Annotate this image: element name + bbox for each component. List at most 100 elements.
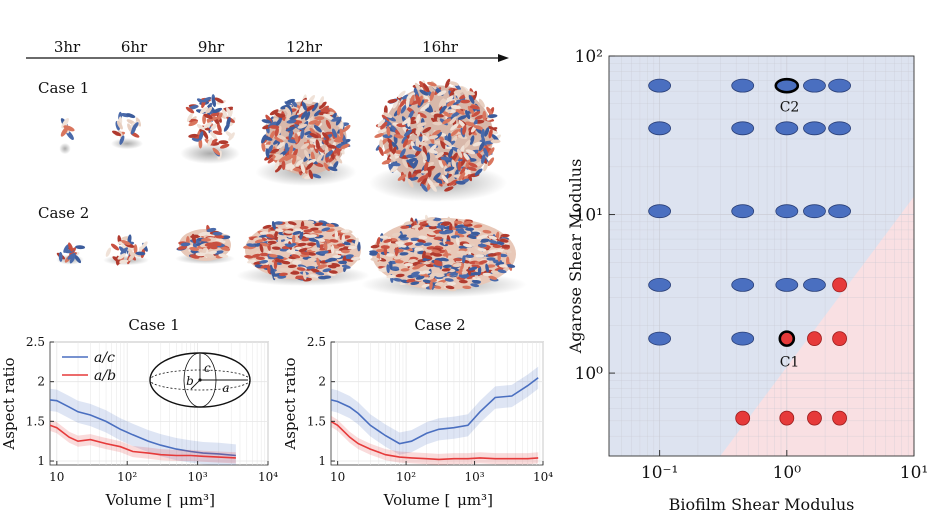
phase-diagram: 10⁻¹ 10⁰ 10¹ 10⁰ 10¹ 10² Biofilm Shear Modulus…	[566, 47, 927, 514]
bacterium-cell	[121, 240, 131, 246]
bacterium-cell	[436, 225, 446, 229]
bacterium-cell	[469, 105, 480, 110]
bacterium-cell	[393, 277, 403, 282]
bacterium-cell	[286, 249, 296, 253]
bacterium-cell	[217, 123, 222, 133]
bacterium-cell	[411, 271, 420, 276]
bacterium-cell	[450, 129, 459, 137]
bacterium-cell	[488, 125, 497, 133]
bacterium-cell	[474, 114, 485, 120]
bacterium-cell	[385, 253, 395, 257]
bacterium-cell	[297, 242, 307, 247]
bacterium-cell	[283, 162, 294, 169]
bacterium-cell	[434, 113, 444, 118]
bacterium-cell	[285, 154, 294, 161]
bacterium-cell	[284, 243, 294, 248]
bacterium-cell	[442, 118, 452, 125]
point-red	[735, 410, 751, 426]
bacterium-cell	[127, 234, 132, 245]
point-blue	[828, 78, 851, 93]
bacterium-cell	[426, 220, 436, 225]
x-tick-label: 10⁻¹	[641, 463, 678, 483]
bacterium-cell	[220, 246, 231, 251]
series-line-a-c	[49, 399, 236, 457]
colony-case1-3hr	[59, 118, 75, 155]
inset-label-c: c	[204, 361, 211, 375]
bacterium-cell	[413, 169, 423, 174]
point-blue	[775, 277, 799, 292]
x-tick-label: 10⁰	[773, 463, 802, 483]
bacterium-cell	[425, 216, 435, 221]
bacterium-cell	[415, 263, 425, 268]
bacterium-cell	[393, 255, 403, 260]
series-band-a-b	[331, 415, 539, 465]
case1-label: Case 1	[38, 79, 90, 97]
bacterium-cell	[329, 239, 339, 243]
bacterium-cell	[216, 112, 223, 122]
bacterium-cell	[442, 110, 452, 118]
bacterium-cell	[444, 249, 449, 258]
bacterium-cell	[125, 113, 136, 119]
bacterium-cell	[471, 111, 481, 118]
bacterium-cell	[437, 90, 447, 96]
bacterium-cell	[111, 130, 122, 137]
bacterium-cell	[338, 260, 348, 265]
bacterium-cell	[287, 105, 293, 116]
bacterium-cell	[283, 268, 293, 272]
annotation-c2: C2	[780, 100, 800, 116]
bacterium-cell	[455, 109, 465, 115]
bacterium-cell	[488, 249, 498, 254]
bacterium-cell	[415, 275, 425, 280]
bacterium-cell	[209, 138, 218, 146]
bacterium-cell	[501, 244, 511, 249]
bacterium-cell	[482, 272, 492, 277]
bacterium-cell	[488, 235, 498, 240]
bacterium-cell	[269, 130, 275, 140]
bacterium-cell	[396, 105, 402, 116]
bacterium-cell	[381, 159, 392, 165]
bacterium-cell	[457, 160, 462, 171]
bacterium-cell	[212, 231, 223, 236]
bacterium-cell	[478, 98, 485, 108]
bacterium-cell	[325, 223, 335, 228]
bacterium-cell	[460, 86, 468, 95]
bacterium-cell	[301, 171, 311, 179]
bacterium-cell	[305, 111, 311, 121]
time-label-3hr: 3hr	[53, 38, 81, 56]
bacterium-cell	[374, 133, 384, 138]
bacterium-cell	[423, 161, 429, 172]
bacterium-cell	[383, 112, 393, 119]
colony-case2-6hr	[103, 234, 149, 266]
bacterium-cell	[205, 106, 213, 115]
point-red	[832, 277, 847, 293]
bacterium-cell	[305, 104, 315, 112]
bacterium-cell	[287, 221, 297, 226]
bacterium-cell	[319, 96, 325, 106]
bacterium-cell	[116, 120, 123, 130]
bacterium-cell	[335, 155, 343, 164]
bacterium-cell	[449, 223, 453, 233]
bacterium-cell	[302, 270, 307, 280]
bacterium-cell	[198, 131, 204, 141]
bacterium-cell	[180, 242, 191, 247]
bacterium-cell	[407, 259, 417, 263]
bacterium-cell	[416, 113, 421, 124]
bacterium-cell	[403, 221, 413, 225]
bacterium-cell	[311, 173, 322, 179]
bacterium-cell	[354, 237, 359, 247]
bacterium-cell	[426, 231, 436, 236]
bacterium-cell	[210, 123, 218, 131]
inset-label-b: b	[186, 374, 194, 388]
bacterium-cell	[341, 234, 346, 244]
bacterium-cell	[422, 279, 432, 284]
x-axis-unit: μm³]	[457, 491, 493, 509]
point-blue	[731, 331, 755, 346]
plot-frame	[330, 341, 544, 466]
bacterium-cell	[487, 253, 497, 257]
bacterium-cell	[118, 259, 129, 264]
legend: a/c a/b	[62, 350, 116, 384]
bacterium-cell	[448, 148, 454, 158]
bacterium-cell	[397, 174, 407, 181]
bacterium-cell	[404, 262, 413, 267]
bacterium-cell	[455, 237, 460, 246]
